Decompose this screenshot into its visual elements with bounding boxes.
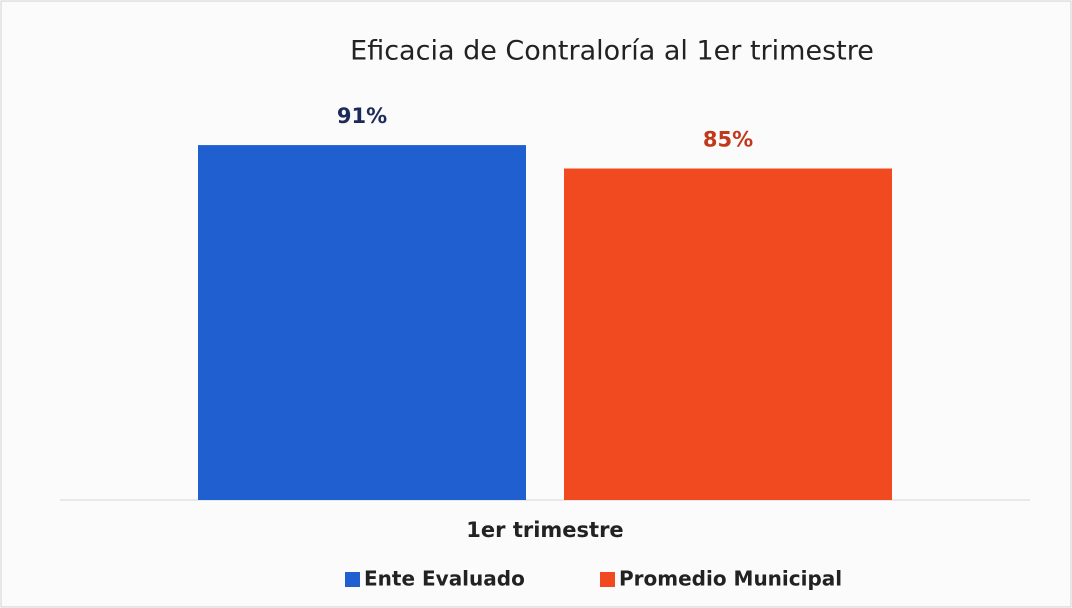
bar bbox=[198, 145, 526, 500]
chart-title: Eficacia de Contraloría al 1er trimestre bbox=[350, 36, 874, 67]
legend-swatch bbox=[600, 572, 615, 587]
legend-label: Promedio Municipal bbox=[619, 567, 842, 591]
legend-label: Ente Evaluado bbox=[364, 567, 525, 591]
data-label: 91% bbox=[337, 104, 387, 128]
legend-swatch bbox=[345, 572, 360, 587]
bar bbox=[564, 168, 892, 500]
x-tick-label: 1er trimestre bbox=[466, 518, 623, 542]
data-label: 85% bbox=[703, 128, 753, 152]
